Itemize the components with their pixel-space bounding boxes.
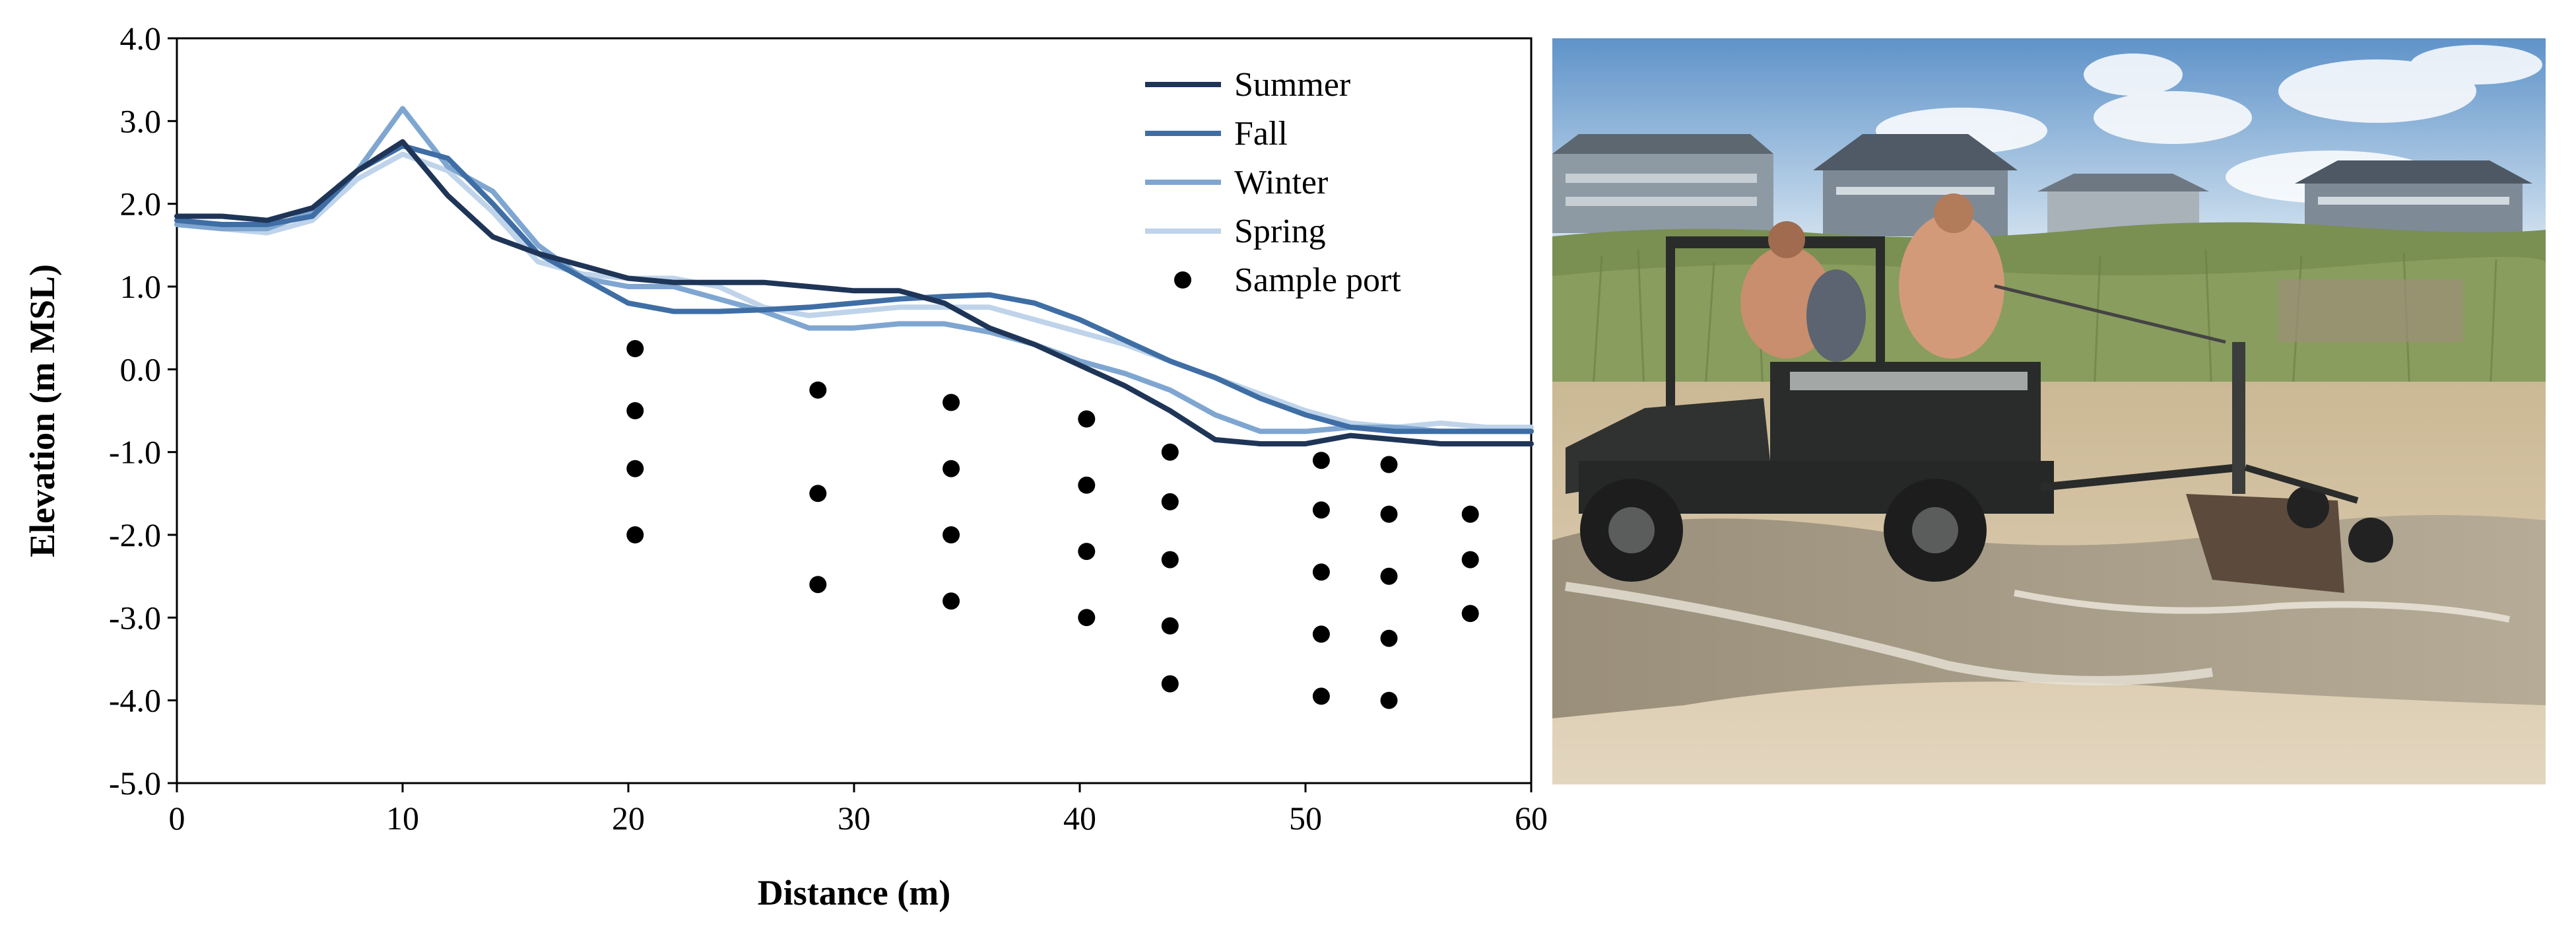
sample-port-point [942, 460, 960, 477]
series-line-spring [174, 151, 1534, 431]
x-tick-label: 0 [169, 800, 185, 837]
y-tick-label: 1.0 [120, 268, 162, 305]
legend-label: Winter [1234, 164, 1328, 201]
y-axis-title: Elevation (m MSL) [22, 264, 62, 557]
elevation-chart-svg: -5.0 -4.0 -3.0 -2.0 -1.0 0.0 1.0 2.0 3.0 4.0 0 10 2… [22, 20, 1548, 913]
beach-rake [2040, 342, 2393, 593]
sample-port-point [626, 526, 644, 543]
sample-port-point [1161, 675, 1179, 693]
sample-port-point [1461, 605, 1479, 623]
x-tick-label: 10 [386, 800, 419, 837]
wave-foam-2 [2014, 590, 2510, 623]
x-tick-label: 60 [1515, 800, 1548, 837]
utility-vehicle [1566, 236, 2054, 582]
sample-port-point [809, 381, 827, 399]
sample-port-point [626, 460, 644, 477]
y-tick-label: 4.0 [120, 20, 162, 57]
y-tick-label: -3.0 [109, 599, 161, 636]
plot-area [176, 37, 1533, 784]
sample-port-point [942, 394, 960, 411]
series-layer [174, 106, 1534, 447]
sample-port-point [1078, 410, 1096, 428]
y-tick-label: -1.0 [109, 434, 161, 471]
legend-label: Fall [1234, 115, 1288, 153]
y-tick-label: -2.0 [109, 516, 161, 553]
legend-label: Summer [1234, 66, 1350, 104]
sample-port-point [1312, 625, 1330, 643]
sample-port-point [1078, 609, 1096, 627]
beach-grooming-photo [1552, 38, 2546, 784]
legend: Summer Fall Winter Spring Sample port [1145, 66, 1401, 299]
y-tick-label: -4.0 [109, 682, 161, 719]
sample-port-point [1380, 456, 1398, 473]
y-tick-label: 3.0 [120, 102, 162, 139]
sample-port-point [1312, 687, 1330, 705]
sample-port-point [809, 485, 827, 502]
sample-port-point [1078, 476, 1096, 494]
series-line-winter [174, 106, 1534, 434]
sample-port-point [1078, 543, 1096, 561]
sample-port-point [1312, 501, 1330, 519]
photo-svg [1552, 38, 2546, 784]
people [1740, 193, 2226, 362]
sample-port-point [809, 576, 827, 594]
y-tick-label: 0.0 [120, 351, 162, 388]
series-line-summer [174, 139, 1534, 447]
sample-port-point [1161, 443, 1179, 461]
sample-port-point [1380, 567, 1398, 585]
x-axis-ticks: 0 10 20 30 40 50 60 [169, 783, 1548, 837]
x-tick-label: 30 [838, 800, 871, 837]
sample-port-points [626, 340, 1479, 709]
y-tick-label: -5.0 [109, 765, 161, 802]
sample-port-point [1380, 505, 1398, 523]
x-tick-label: 50 [1289, 800, 1322, 837]
sample-port-point [1461, 551, 1479, 569]
x-tick-label: 20 [612, 800, 645, 837]
x-axis-title: Distance (m) [758, 873, 950, 913]
sample-port-point [626, 340, 644, 357]
x-tick-label: 40 [1063, 800, 1096, 837]
sample-port-point [942, 526, 960, 543]
sample-port-point [1161, 493, 1179, 510]
legend-swatch-sample-port [1174, 271, 1191, 289]
sample-port-point [1380, 629, 1398, 647]
sample-port-point [942, 592, 960, 610]
sample-port-point [626, 402, 644, 419]
sample-port-point [1312, 452, 1330, 469]
sample-port-point [1161, 617, 1179, 635]
legend-label: Spring [1234, 213, 1326, 250]
y-tick-label: 2.0 [120, 186, 162, 223]
dune-fence [2278, 279, 2463, 342]
legend-label: Sample port [1234, 261, 1401, 299]
y-axis-ticks: -5.0 -4.0 -3.0 -2.0 -1.0 0.0 1.0 2.0 3.0 4.0 [109, 20, 177, 802]
sample-port-point [1161, 551, 1179, 569]
wave-foam [1565, 582, 2214, 685]
elevation-chart: -5.0 -4.0 -3.0 -2.0 -1.0 0.0 1.0 2.0 3.0 4.0 0 10 2… [22, 20, 1548, 913]
sample-port-point [1461, 505, 1479, 523]
sample-port-point [1380, 691, 1398, 709]
sample-port-point [1312, 563, 1330, 581]
